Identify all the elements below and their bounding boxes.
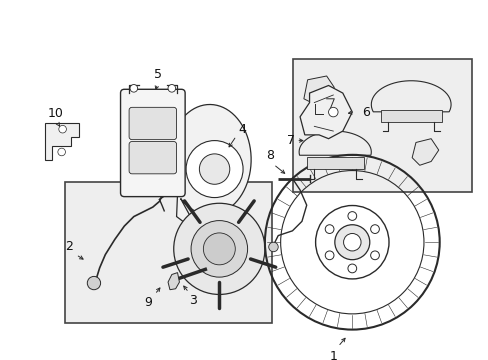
Circle shape [325,251,333,260]
Circle shape [173,203,264,294]
Text: 8: 8 [265,149,273,162]
Text: 9: 9 [144,296,152,309]
Circle shape [347,264,356,273]
Text: 1: 1 [329,350,337,360]
Polygon shape [380,110,441,122]
Polygon shape [300,85,351,139]
Polygon shape [168,273,179,290]
Circle shape [191,221,247,277]
Circle shape [203,233,235,265]
Circle shape [58,148,65,156]
Text: 6: 6 [361,105,369,118]
Text: 4: 4 [238,123,245,136]
Text: 10: 10 [48,108,64,121]
FancyBboxPatch shape [129,141,176,174]
Circle shape [343,234,360,251]
FancyBboxPatch shape [121,89,185,197]
Circle shape [325,225,333,234]
Polygon shape [411,139,438,165]
Polygon shape [44,123,79,159]
Polygon shape [176,104,251,245]
Bar [64,183,271,323]
Circle shape [130,85,137,92]
Polygon shape [370,81,450,112]
Circle shape [315,206,388,279]
FancyBboxPatch shape [129,107,176,140]
Text: 7: 7 [286,134,294,147]
Circle shape [168,85,175,92]
Bar [293,59,471,192]
Circle shape [328,107,337,117]
Circle shape [347,212,356,220]
Circle shape [370,225,379,234]
Circle shape [268,242,278,252]
Circle shape [186,140,243,198]
Circle shape [87,276,101,290]
Text: 5: 5 [153,68,161,81]
Circle shape [59,125,66,133]
Circle shape [199,154,229,184]
Text: 2: 2 [65,240,73,253]
Text: 3: 3 [188,294,196,307]
Circle shape [334,225,369,260]
Circle shape [370,251,379,260]
Polygon shape [303,76,334,104]
Polygon shape [306,157,363,169]
Circle shape [195,231,214,250]
Polygon shape [299,131,370,155]
